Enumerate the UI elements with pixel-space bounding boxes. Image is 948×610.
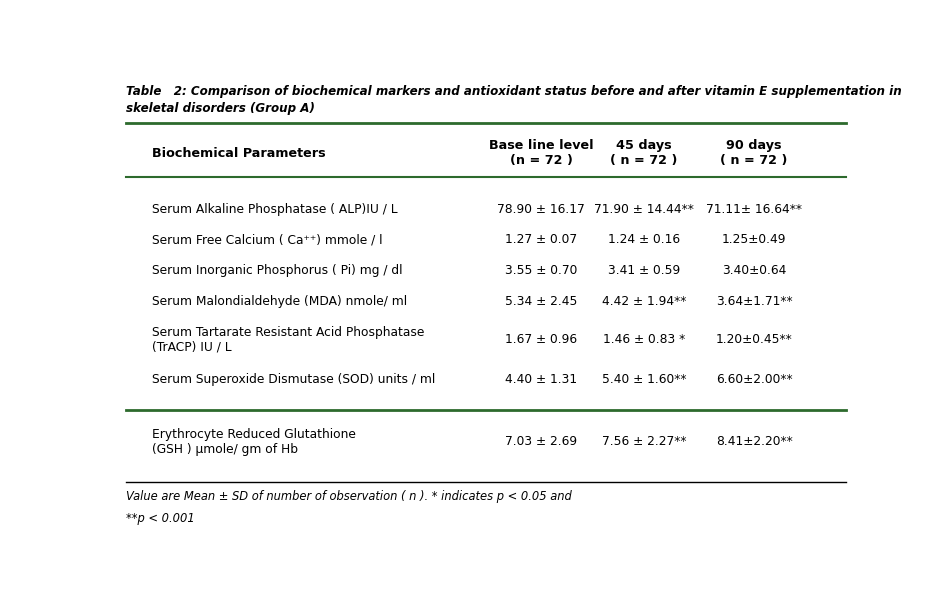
Text: 4.40 ± 1.31: 4.40 ± 1.31 bbox=[505, 373, 577, 386]
Text: 1.25±0.49: 1.25±0.49 bbox=[721, 234, 786, 246]
Text: 1.20±0.45**: 1.20±0.45** bbox=[716, 334, 793, 346]
Text: 4.42 ± 1.94**: 4.42 ± 1.94** bbox=[602, 295, 686, 307]
Text: 45 days
( n = 72 ): 45 days ( n = 72 ) bbox=[611, 139, 678, 167]
Text: 6.60±2.00**: 6.60±2.00** bbox=[716, 373, 793, 386]
Text: 1.67 ± 0.96: 1.67 ± 0.96 bbox=[505, 334, 577, 346]
Text: 78.90 ± 16.17: 78.90 ± 16.17 bbox=[497, 203, 585, 216]
Text: Table   2: Comparison of biochemical markers and antioxidant status before and a: Table 2: Comparison of biochemical marke… bbox=[126, 85, 902, 98]
Text: 7.03 ± 2.69: 7.03 ± 2.69 bbox=[505, 436, 577, 448]
Text: Serum Inorganic Phosphorus ( Pi) mg / dl: Serum Inorganic Phosphorus ( Pi) mg / dl bbox=[152, 264, 402, 277]
Text: 8.41±2.20**: 8.41±2.20** bbox=[716, 436, 793, 448]
Text: Serum Alkaline Phosphatase ( ALP)IU / L: Serum Alkaline Phosphatase ( ALP)IU / L bbox=[152, 203, 397, 216]
Text: 1.27 ± 0.07: 1.27 ± 0.07 bbox=[505, 234, 577, 246]
Text: skeletal disorders (Group A): skeletal disorders (Group A) bbox=[126, 102, 315, 115]
Text: Serum Superoxide Dismutase (SOD) units / ml: Serum Superoxide Dismutase (SOD) units /… bbox=[152, 373, 435, 386]
Text: 7.56 ± 2.27**: 7.56 ± 2.27** bbox=[602, 436, 686, 448]
Text: 71.90 ± 14.44**: 71.90 ± 14.44** bbox=[593, 203, 694, 216]
Text: Biochemical Parameters: Biochemical Parameters bbox=[152, 146, 325, 160]
Text: 3.41 ± 0.59: 3.41 ± 0.59 bbox=[608, 264, 680, 277]
Text: 5.34 ± 2.45: 5.34 ± 2.45 bbox=[504, 295, 577, 307]
Text: 71.11± 16.64**: 71.11± 16.64** bbox=[706, 203, 802, 216]
Text: 3.40±0.64: 3.40±0.64 bbox=[721, 264, 786, 277]
Text: Base line level
(n = 72 ): Base line level (n = 72 ) bbox=[488, 139, 593, 167]
Text: Erythrocyte Reduced Glutathione
(GSH ) μmole/ gm of Hb: Erythrocyte Reduced Glutathione (GSH ) μ… bbox=[152, 428, 356, 456]
Text: 3.55 ± 0.70: 3.55 ± 0.70 bbox=[504, 264, 577, 277]
Text: Value are Mean ± SD of number of observation ( n ). * indicates p < 0.05 and: Value are Mean ± SD of number of observa… bbox=[126, 490, 572, 503]
Text: 5.40 ± 1.60**: 5.40 ± 1.60** bbox=[602, 373, 686, 386]
Text: 1.46 ± 0.83 *: 1.46 ± 0.83 * bbox=[603, 334, 685, 346]
Text: 1.24 ± 0.16: 1.24 ± 0.16 bbox=[608, 234, 680, 246]
Text: Serum Tartarate Resistant Acid Phosphatase
(TrACP) IU / L: Serum Tartarate Resistant Acid Phosphata… bbox=[152, 326, 424, 354]
Text: 3.64±1.71**: 3.64±1.71** bbox=[716, 295, 793, 307]
Text: **p < 0.001: **p < 0.001 bbox=[126, 512, 194, 525]
Text: Serum Free Calcium ( Ca⁺⁺) mmole / l: Serum Free Calcium ( Ca⁺⁺) mmole / l bbox=[152, 234, 382, 246]
Text: Serum Malondialdehyde (MDA) nmole/ ml: Serum Malondialdehyde (MDA) nmole/ ml bbox=[152, 295, 407, 307]
Text: 90 days
( n = 72 ): 90 days ( n = 72 ) bbox=[720, 139, 788, 167]
